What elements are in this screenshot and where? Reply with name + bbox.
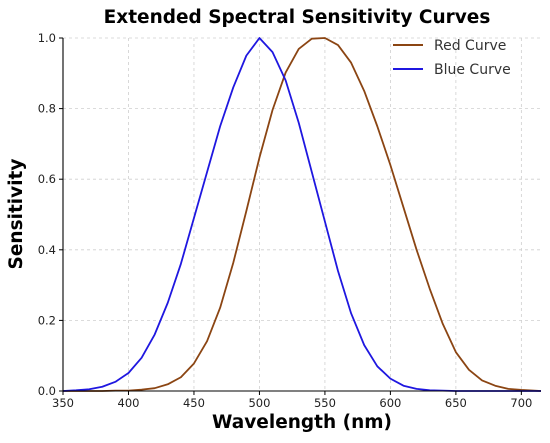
y-tick-label-4: 0.8 xyxy=(38,102,56,116)
x-tick-label-1: 400 xyxy=(118,396,140,410)
y-tick-label-2: 0.4 xyxy=(38,243,56,257)
y-axis-label: Sensitivity xyxy=(6,159,27,270)
x-tick-label-2: 450 xyxy=(183,396,205,410)
series-line-red-curve xyxy=(63,37,542,392)
y-tick-label-3: 0.6 xyxy=(38,172,56,186)
tick-layer: 350 400 450 500 550 600 650 700 0.0 0.2 0.4 0.6 0.8 1… xyxy=(38,31,533,410)
x-tick-label-6: 650 xyxy=(445,396,467,410)
series-layer xyxy=(62,37,542,392)
axis-layer xyxy=(62,38,541,392)
x-tick-label-0: 350 xyxy=(52,396,74,410)
legend-label-0: Red Curve xyxy=(434,38,506,54)
x-tick-label-7: 700 xyxy=(510,396,532,410)
y-tick-label-1: 0.2 xyxy=(38,313,56,327)
legend-label-1: Blue Curve xyxy=(434,62,511,78)
x-tick-label-5: 600 xyxy=(379,396,401,410)
chart-title: Extended Spectral Sensitivity Curves xyxy=(104,7,491,28)
x-tick-label-4: 550 xyxy=(314,396,336,410)
legend: Red Curve Blue Curve xyxy=(393,38,511,78)
x-tick-label-3: 500 xyxy=(248,396,270,410)
y-tick-label-5: 1.0 xyxy=(38,31,56,45)
y-tick-label-0: 0.0 xyxy=(38,384,56,398)
x-axis-label: Wavelength (nm) xyxy=(212,412,392,433)
series-line-blue-curve xyxy=(62,37,541,392)
grid-layer xyxy=(62,37,541,392)
